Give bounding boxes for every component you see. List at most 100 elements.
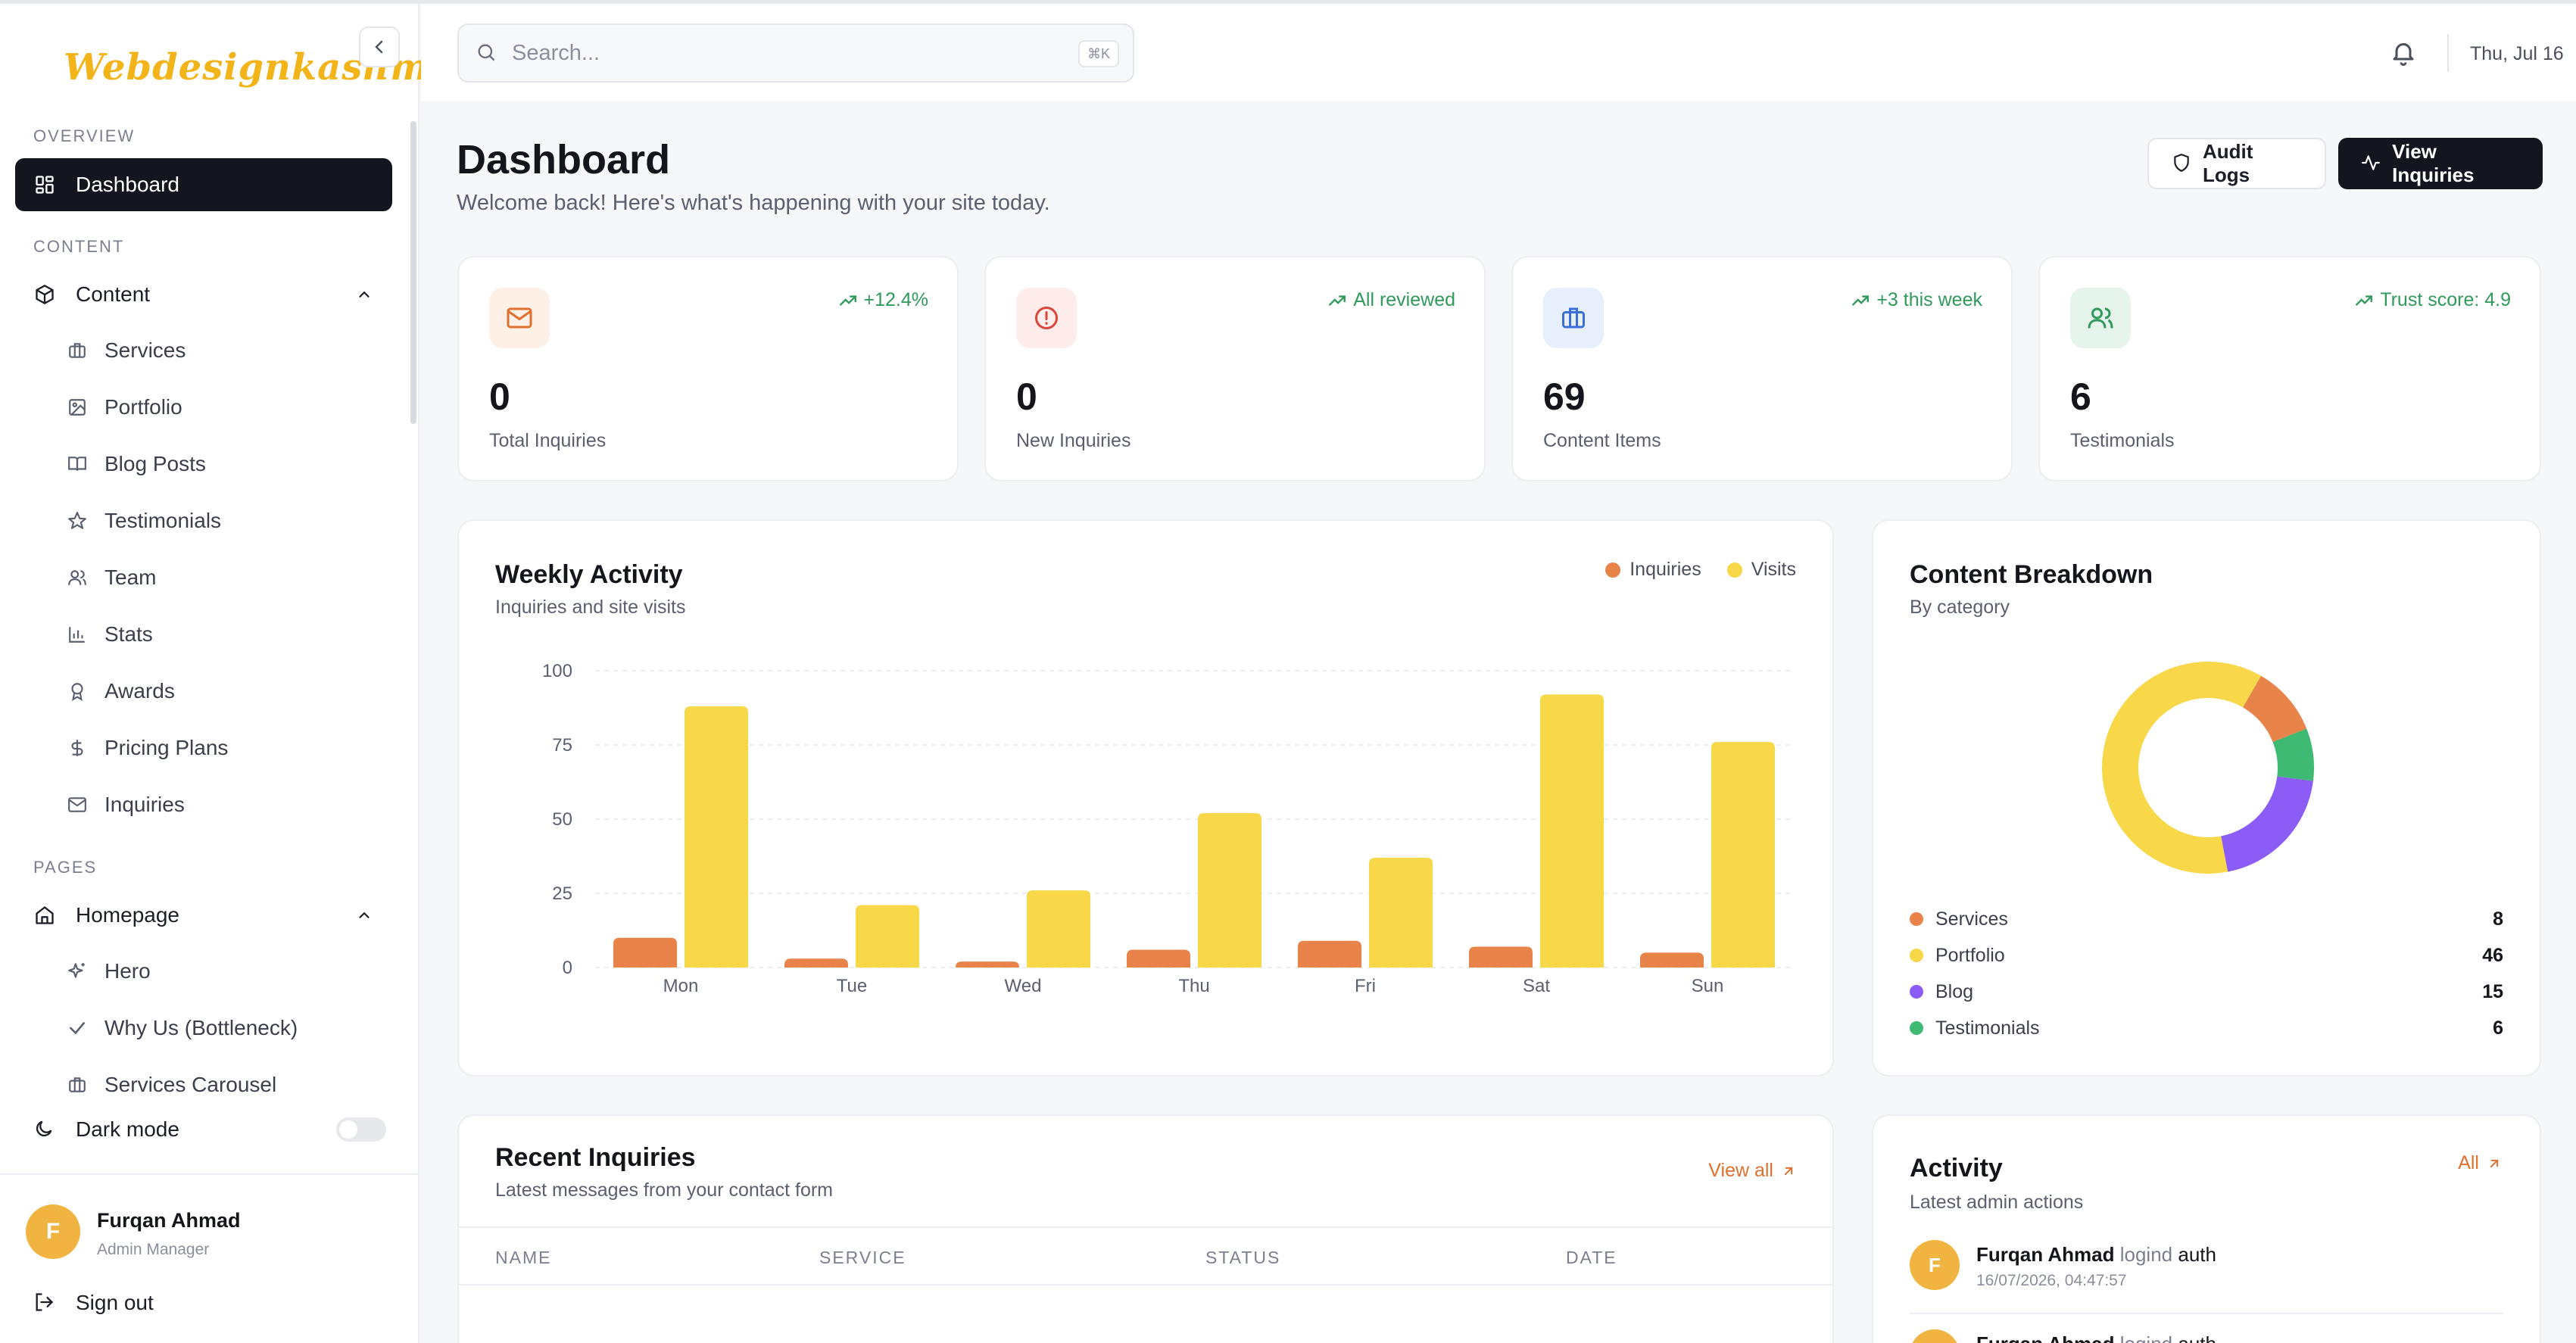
arrow-up-right-icon [2490,1159,2499,1167]
x-tick-label: Mon [663,976,699,996]
arrow-up-right-icon [1784,1167,1793,1175]
y-tick-label: 75 [552,735,572,756]
column-header-name[interactable]: NAME [495,1248,552,1267]
column-header-service[interactable]: SERVICE [819,1248,906,1267]
bar-inquiries-sat [1469,946,1533,968]
sidebar-item-label: Content [76,282,151,306]
stat-value: 0 [489,375,510,418]
dark-mode-toggle[interactable] [336,1117,386,1142]
sidebar-item-label: Why Us (Bottleneck) [104,1016,298,1039]
sidebar-group-homepage[interactable]: Homepage [15,889,392,942]
sidebar-item-label: Hero [104,959,151,983]
card-title: Recent Inquiries [495,1143,696,1172]
sidebar-item-testimonials[interactable]: Testimonials [67,498,385,544]
search-shortcut-badge: ⌘K [1077,40,1119,67]
legend-swatch-visits [1726,562,1742,578]
page-title: Dashboard [457,137,671,182]
sidebar-item-label: Inquiries [104,793,185,816]
view-all-link[interactable]: View all [1708,1160,1796,1182]
users-icon [67,567,88,588]
audit-logs-button[interactable]: Audit Logs [2147,138,2326,189]
all-activity-link[interactable]: All [2458,1152,2502,1174]
window-top-border [0,0,2576,4]
bar-inquiries-wed [956,961,1019,968]
sidebar-item-awards[interactable]: Awards [67,668,385,714]
stat-card-testimonials: Trust score: 4.9 6 Testimonials [2038,256,2541,481]
chevron-up-icon [359,911,370,918]
x-tick-label: Fri [1355,976,1376,996]
sidebar-scrollbar[interactable] [410,121,416,424]
dollar-icon [67,737,88,759]
bell-icon[interactable] [2390,39,2417,66]
y-tick-label: 100 [542,661,572,681]
sidebar-item-hero[interactable]: Hero [67,949,385,994]
section-label-overview: OVERVIEW [33,126,136,145]
sidebar-item-dashboard[interactable]: Dashboard [15,158,392,211]
column-header-status[interactable]: STATUS [1205,1248,1281,1267]
sidebar-group-content[interactable]: Content [15,268,392,321]
stat-value: 6 [2070,375,2091,418]
x-tick-label: Thu [1178,976,1209,996]
stat-trend: +3 this week [1851,289,1982,311]
trending-up-icon [1852,294,1870,306]
legend-swatch [1910,912,1923,926]
section-label-content: CONTENT [33,237,125,256]
sidebar-item-services[interactable]: Services [67,328,385,373]
briefcase-icon [1543,288,1604,348]
breakdown-label: Services [1935,908,2008,930]
activity-time: 16/07/2026, 04:47:57 [1976,1272,2127,1289]
sidebar-divider [0,1173,418,1175]
sidebar-item-label: Pricing Plans [104,736,229,759]
bar-visits-tue [856,905,919,968]
sidebar-item-inquiries[interactable]: Inquiries [67,782,385,827]
content-breakdown-card: Content Breakdown By category Services 8… [1872,519,2541,1077]
card-title: Content Breakdown [1910,560,2153,589]
sidebar-item-label: Team [104,566,157,589]
sidebar-item-label: Stats [104,622,153,646]
card-title: Weekly Activity [495,560,683,589]
sidebar-item-pricing-plans[interactable]: Pricing Plans [67,725,385,771]
bar-inquiries-mon [613,937,677,968]
sidebar-item-team[interactable]: Team [67,555,385,600]
x-tick-label: Sun [1692,976,1724,996]
sidebar-item-label: Awards [104,679,175,703]
brand-logo[interactable]: Webdesignkashmir [64,46,464,89]
sidebar-item-portfolio[interactable]: Portfolio [67,385,385,430]
y-tick-label: 0 [563,958,572,978]
stat-trend: +12.4% [838,289,928,311]
bar-visits-thu [1198,813,1261,968]
activity-icon [2361,153,2381,174]
legend-swatch-inquiries [1605,562,1621,578]
sign-out-button[interactable]: Sign out [33,1291,154,1315]
breakdown-row-services: Services 8 [1910,904,2503,934]
view-inquiries-button[interactable]: View Inquiries [2338,138,2543,189]
stat-card-content-items: +3 this week 69 Content Items [1511,256,2013,481]
sidebar-item-stats[interactable]: Stats [67,612,385,657]
collapse-sidebar-button[interactable] [359,26,400,67]
users-icon [2070,288,2131,348]
sidebar-item-services-carousel[interactable]: Services Carousel [67,1062,385,1108]
legend-label-inquiries: Inquiries [1629,559,1701,580]
donut-slice-blog [2102,662,2314,874]
sign-out-label: Sign out [76,1291,154,1314]
legend-label-visits: Visits [1751,559,1796,580]
card-subtitle: Latest messages from your contact form [495,1179,834,1201]
bar-inquiries-sun [1640,952,1704,968]
audit-logs-label: Audit Logs [2203,140,2253,186]
content-donut-chart [2102,662,2314,874]
dark-mode-row: Dark mode [33,1113,386,1146]
sidebar-item-why-us[interactable]: Why Us (Bottleneck) [67,1005,385,1051]
avatar[interactable]: F [26,1204,80,1259]
bar-visits-mon [685,706,748,968]
sidebar-item-blog-posts[interactable]: Blog Posts [67,441,385,487]
search-input[interactable]: Search... ⌘K [457,23,1134,83]
stat-label: Content Items [1543,430,1661,451]
award-icon [67,681,88,702]
bar-inquiries-tue [784,958,848,968]
avatar: F [1910,1240,1960,1290]
briefcase-icon [67,340,88,361]
breakdown-value: 6 [2493,1017,2503,1039]
briefcase-icon [67,1074,88,1095]
sidebar-item-label: Services Carousel [104,1073,277,1096]
column-header-date[interactable]: DATE [1566,1248,1617,1267]
